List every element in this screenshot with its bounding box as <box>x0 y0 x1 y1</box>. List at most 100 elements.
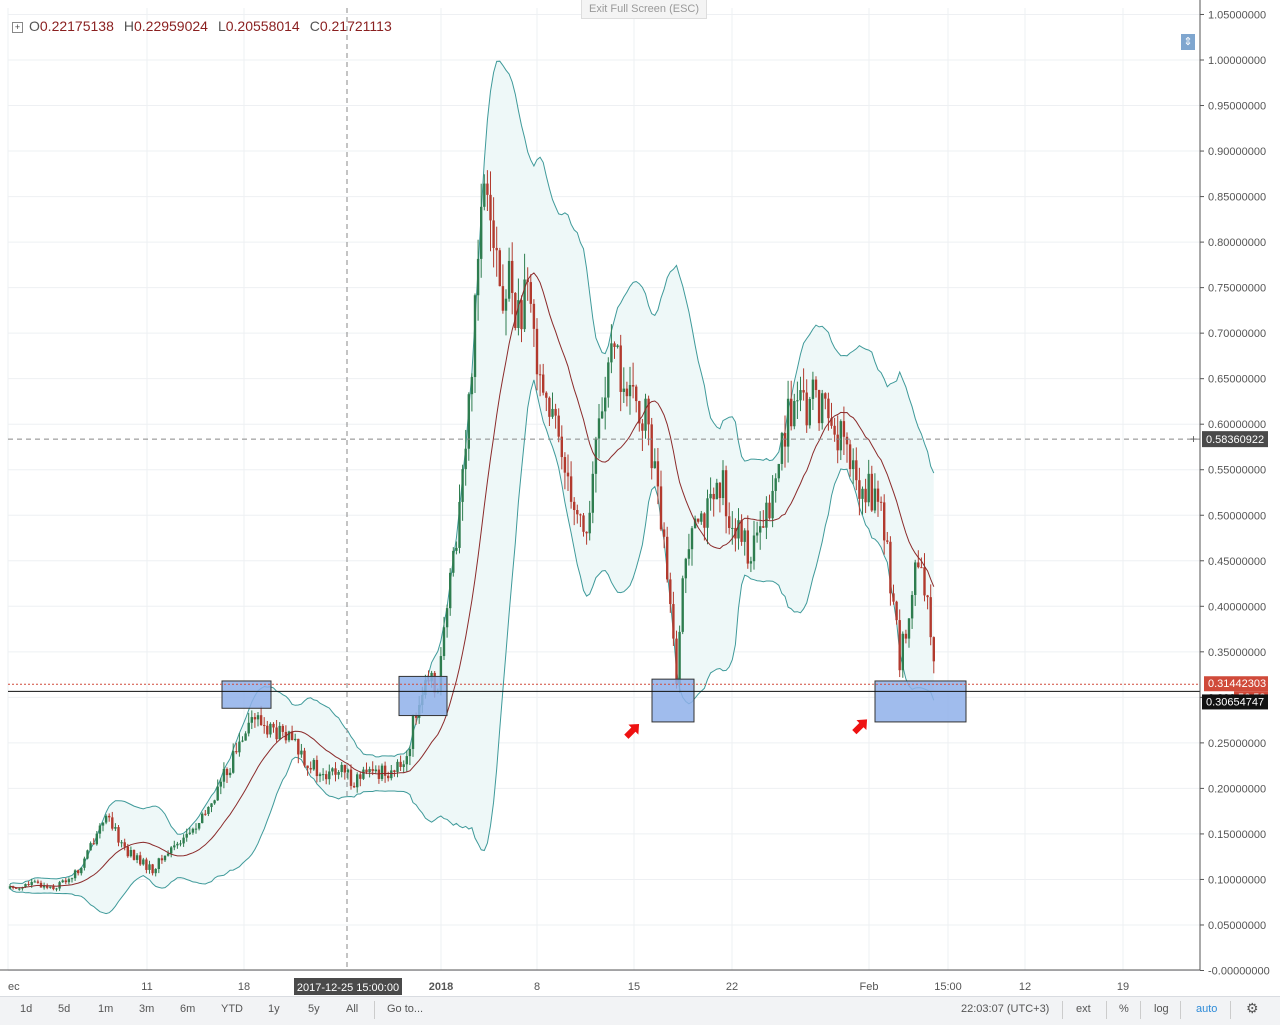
candle <box>452 547 455 577</box>
gear-icon[interactable]: ⚙ <box>1246 1000 1259 1016</box>
candle <box>356 772 359 793</box>
scale-toggle-icon[interactable]: ⇕ <box>1181 34 1195 50</box>
candle <box>507 247 511 302</box>
range-5d[interactable]: 5d <box>58 1003 71 1015</box>
candle <box>325 770 328 785</box>
candle <box>83 856 86 871</box>
y-tick-label: 0.35000000 <box>1208 647 1266 659</box>
candle <box>321 768 325 781</box>
ext-toggle[interactable]: ext <box>1076 1003 1091 1015</box>
candle <box>814 376 818 398</box>
candle <box>359 771 362 787</box>
range-3m[interactable]: 3m <box>139 1003 155 1015</box>
candle <box>108 813 111 822</box>
candle <box>715 478 718 500</box>
candle <box>666 526 669 583</box>
range-1m[interactable]: 1m <box>98 1003 114 1015</box>
candle <box>294 733 297 742</box>
candle <box>811 371 815 411</box>
candle <box>349 764 353 790</box>
goto-button[interactable]: Go to... <box>387 1003 424 1015</box>
expand-icon[interactable]: + <box>12 22 23 33</box>
candle <box>628 366 632 415</box>
candle <box>619 334 622 412</box>
candle <box>182 834 185 847</box>
band-fill <box>10 61 934 914</box>
log-toggle[interactable]: log <box>1154 1003 1169 1015</box>
candle <box>222 762 226 789</box>
candle <box>625 381 629 407</box>
candle <box>848 439 852 477</box>
range-all[interactable]: All <box>346 1003 359 1015</box>
candle <box>216 779 219 801</box>
svg-text:0.31442303: 0.31442303 <box>1208 678 1266 690</box>
candle <box>805 379 808 433</box>
range-5y[interactable]: 5y <box>308 1003 320 1015</box>
candle <box>879 496 883 511</box>
candle <box>808 396 811 429</box>
candle <box>263 717 266 734</box>
auto-toggle[interactable]: auto <box>1196 1003 1218 1015</box>
y-tick-label: -0.00000000 <box>1208 966 1270 978</box>
candle <box>638 400 641 432</box>
range-1y[interactable]: 1y <box>268 1003 280 1015</box>
candle <box>77 869 80 876</box>
candle <box>783 415 787 468</box>
candle <box>529 274 532 313</box>
candle <box>914 559 917 607</box>
candle <box>455 541 458 555</box>
candle <box>768 494 771 520</box>
range-1d[interactable]: 1d <box>20 1003 33 1015</box>
candle <box>560 425 563 470</box>
candle <box>656 447 660 505</box>
support-box <box>398 675 448 717</box>
candle <box>238 732 241 757</box>
candle <box>585 531 588 545</box>
candle <box>318 772 322 783</box>
candle <box>830 402 833 429</box>
x-tick-label: 11 <box>141 981 152 993</box>
candle <box>449 568 452 616</box>
candle <box>845 432 849 463</box>
candle <box>883 494 886 555</box>
candle <box>765 496 768 540</box>
range-ytd[interactable]: YTD <box>221 1003 243 1015</box>
candle <box>594 436 598 493</box>
percent-toggle[interactable]: % <box>1119 1003 1129 1015</box>
candle <box>867 459 870 507</box>
candle <box>821 389 824 430</box>
candle <box>55 887 58 892</box>
candle <box>253 713 257 728</box>
candle <box>256 711 260 727</box>
range-6m[interactable]: 6m <box>180 1003 196 1015</box>
candle <box>855 447 858 491</box>
candle <box>786 380 790 463</box>
candle <box>743 528 746 556</box>
candle <box>920 557 923 569</box>
candle <box>486 170 489 211</box>
y-tick-label: 0.20000000 <box>1208 783 1266 795</box>
candle <box>681 575 684 635</box>
candle <box>591 461 594 524</box>
candle <box>892 584 895 605</box>
candle <box>52 884 55 891</box>
candle <box>511 242 514 315</box>
candle <box>653 448 656 469</box>
candle <box>771 475 774 528</box>
candle <box>470 373 474 412</box>
candle <box>80 867 83 876</box>
candle <box>362 766 365 781</box>
y-tick-label: 0.50000000 <box>1208 510 1266 522</box>
candle <box>114 823 117 832</box>
candle <box>731 511 734 545</box>
candle <box>365 762 368 775</box>
annotations <box>8 8 1200 970</box>
candle <box>170 846 173 858</box>
candle <box>380 763 384 782</box>
exit-fullscreen-button[interactable]: Exit Full Screen (ESC) <box>581 0 707 19</box>
last-price-label: 0.31442303 <box>1204 676 1268 692</box>
candle <box>631 362 635 399</box>
candle <box>824 392 827 410</box>
candle <box>473 293 477 393</box>
